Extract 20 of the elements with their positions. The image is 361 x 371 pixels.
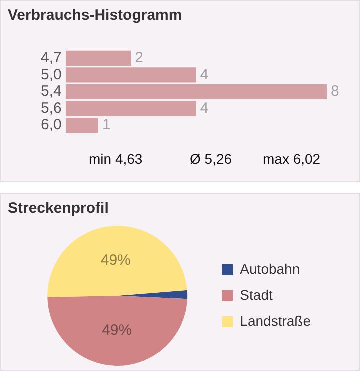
chart-title: Streckenprofil	[8, 200, 109, 217]
y-tick-label: 5,4	[40, 83, 62, 100]
y-tick-label: 6,0	[40, 116, 62, 134]
text: min 4,63	[89, 151, 143, 167]
data-label: 8	[331, 83, 340, 100]
data-label: 4	[200, 100, 209, 117]
legend-label: Stadt	[240, 286, 273, 303]
text: max 6,02	[263, 151, 321, 167]
data-label: 2	[135, 50, 144, 67]
y-tick-label: 5,0	[40, 66, 62, 84]
legend-label: Autobahn	[240, 260, 300, 277]
data-label: 49%	[100, 252, 131, 270]
text: Ø 5,26	[190, 151, 232, 167]
data-label: 49%	[102, 322, 132, 340]
legend-label: Landstraße	[240, 312, 312, 329]
data-label: 1	[102, 116, 111, 134]
y-tick-label: 4,7	[40, 50, 62, 67]
data-label: 4	[200, 66, 209, 84]
chart-title: Verbrauchs-Histogramm	[8, 7, 182, 24]
y-tick-label: 5,6	[40, 100, 62, 117]
